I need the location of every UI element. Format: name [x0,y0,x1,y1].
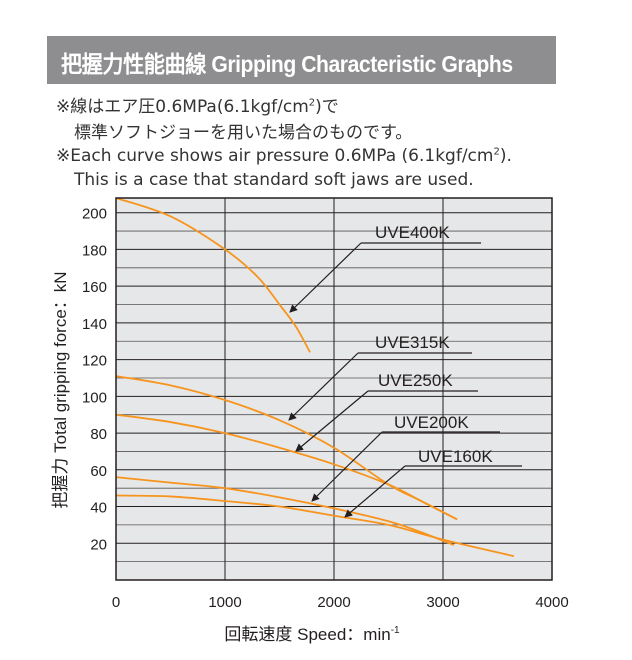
note-text: ※Each curve shows air pressure 0.6MPa (6… [56,146,494,166]
x-axis-label-sup: -1 [391,625,400,636]
curve-uve200k [115,476,455,546]
y-tick-label: 120 [82,353,107,370]
series-label-uve200k: UVE200K [394,413,469,432]
y-tick-label: 200 [82,206,107,223]
x-tick-label: 0 [112,594,120,611]
series-label-uve400k: UVE400K [375,223,450,242]
series-label-uve160k: UVE160K [418,447,493,466]
x-tick-label: 4000 [535,594,568,611]
note-en-1: ※Each curve shows air pressure 0.6MPa (6… [56,146,512,166]
x-axis-label-text: 回転速度 Speed：min [224,625,390,644]
y-tick-label: 180 [82,242,107,259]
curve-uve400k [115,197,311,353]
section-header: 把握力性能曲線 Gripping Characteristic Graphs [47,36,556,84]
y-tick-label: 160 [82,279,107,296]
y-tick-label: 140 [82,316,107,333]
plot-frame [115,197,553,581]
arrow-icon [344,465,406,518]
y-tick-label: 100 [82,389,107,406]
y-tick-label: 40 [90,500,107,517]
note-sup: 2 [493,146,500,158]
series-label-uve315k: UVE315K [375,333,450,352]
y-axis-label: 把握力 Total gripping force：kN [51,271,70,508]
series-label-uve250k: UVE250K [378,371,453,390]
arrow-icon [311,431,383,502]
note-en-2: This is a case that standard soft jaws a… [74,170,474,190]
curve-uve160k [115,494,515,558]
y-tick-label: 60 [90,463,107,480]
arrow-icon [288,352,359,421]
x-tick-label: 2000 [317,594,350,611]
note-sup: 2 [308,97,316,109]
section-title: 把握力性能曲線 Gripping Characteristic Graphs [61,51,513,77]
x-axis-label: 回転速度 Speed：min-1 [224,625,400,644]
x-tick-label: 3000 [426,594,459,611]
note-text: ※線はエア圧0.6MPa(6.1kgf/cm [56,97,309,117]
note-jp-2: 標準ソフトジョーを用いた場合のものです。 [74,123,413,143]
x-tick-label: 1000 [208,594,241,611]
arrow-icon [295,390,369,452]
y-tick-label: 80 [90,426,107,443]
y-tick-label: 20 [90,536,107,553]
note-text: )で [315,97,339,117]
curve-uve250k [115,413,458,521]
note-jp-1: ※線はエア圧0.6MPa(6.1kgf/cm2)で [56,92,339,117]
note-text: ). [499,146,512,166]
arrow-icon [289,242,362,313]
